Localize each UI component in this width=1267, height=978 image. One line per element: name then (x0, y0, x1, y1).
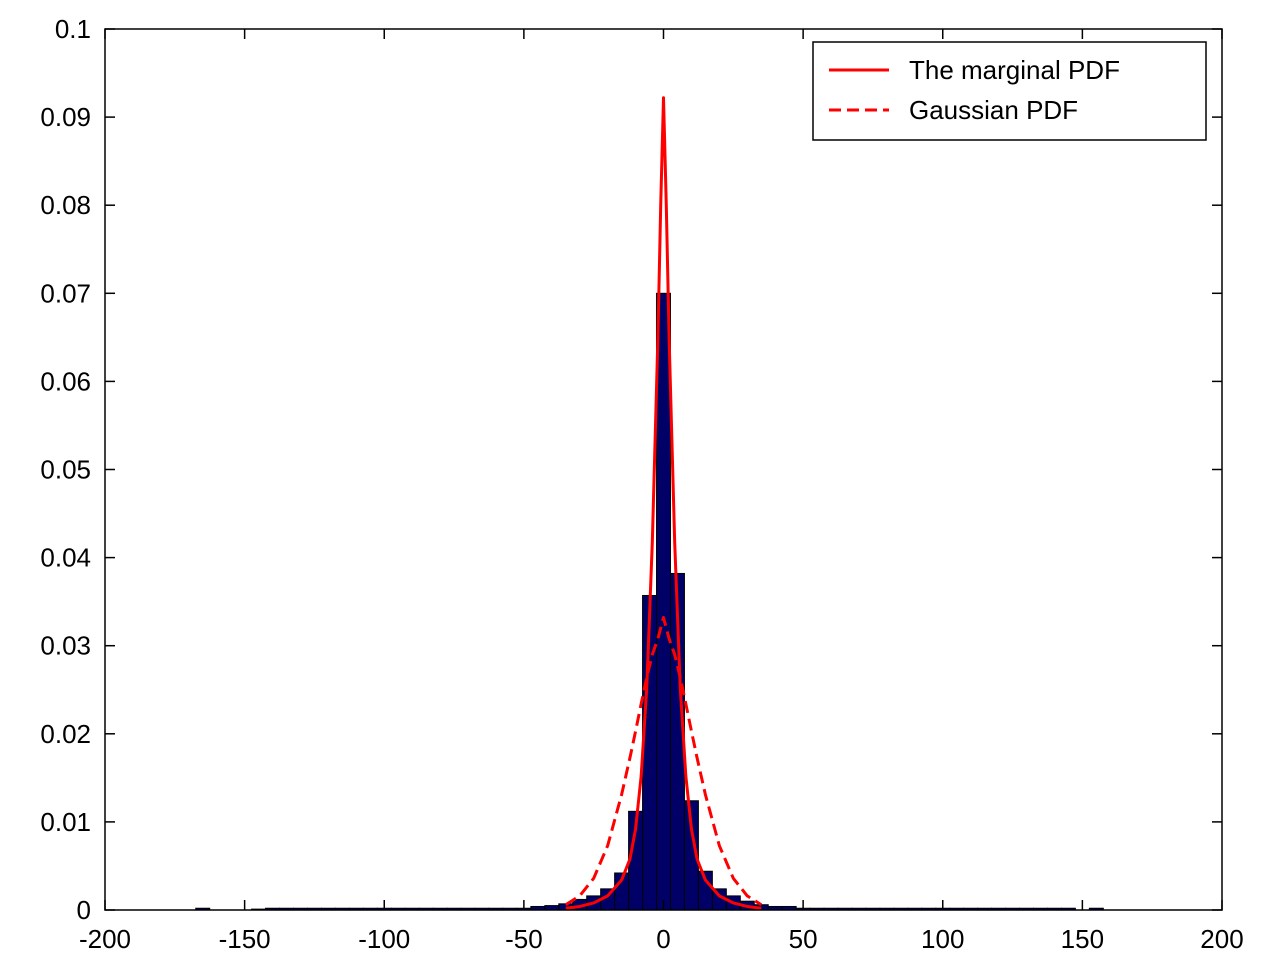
histogram-bar (656, 292, 671, 911)
y-tick-label: 0.04 (40, 543, 91, 573)
y-tick-label: 0.1 (55, 14, 91, 44)
y-tick-label: 0.05 (40, 455, 91, 485)
x-tick-label: 150 (1061, 924, 1104, 954)
pdf-curves (564, 96, 763, 910)
y-tick-label: 0 (77, 895, 91, 925)
y-tick-label: 0.07 (40, 278, 91, 308)
legend-label: The marginal PDF (909, 55, 1120, 85)
x-tick-label: 50 (789, 924, 818, 954)
x-tick-label: 100 (921, 924, 964, 954)
y-tick-label: 0.09 (40, 102, 91, 132)
x-tick-label: -200 (79, 924, 131, 954)
legend-label: Gaussian PDF (909, 95, 1078, 125)
x-axis: -200 -150 -100 -50 0 50 100 150 200 (79, 29, 1244, 954)
y-tick-label: 0.06 (40, 366, 91, 396)
legend-box (812, 41, 1207, 141)
y-tick-label: 0.01 (40, 807, 91, 837)
gaussian-pdf-line (564, 616, 763, 906)
x-tick-label: 200 (1200, 924, 1243, 954)
y-tick-label: 0.03 (40, 631, 91, 661)
marginal-pdf-line (565, 96, 762, 910)
y-tick-label: 0.08 (40, 190, 91, 220)
x-tick-label: -150 (219, 924, 271, 954)
legend: The marginal PDF Gaussian PDF (812, 41, 1207, 141)
x-tick-label: -50 (505, 924, 543, 954)
y-tick-label: 0.02 (40, 719, 91, 749)
x-tick-label: 0 (656, 924, 670, 954)
x-tick-label: -100 (358, 924, 410, 954)
y-axis: 0 0.01 0.02 0.03 0.04 0.05 0.06 0.07 0.08 0.09 0.1 (40, 14, 1222, 925)
